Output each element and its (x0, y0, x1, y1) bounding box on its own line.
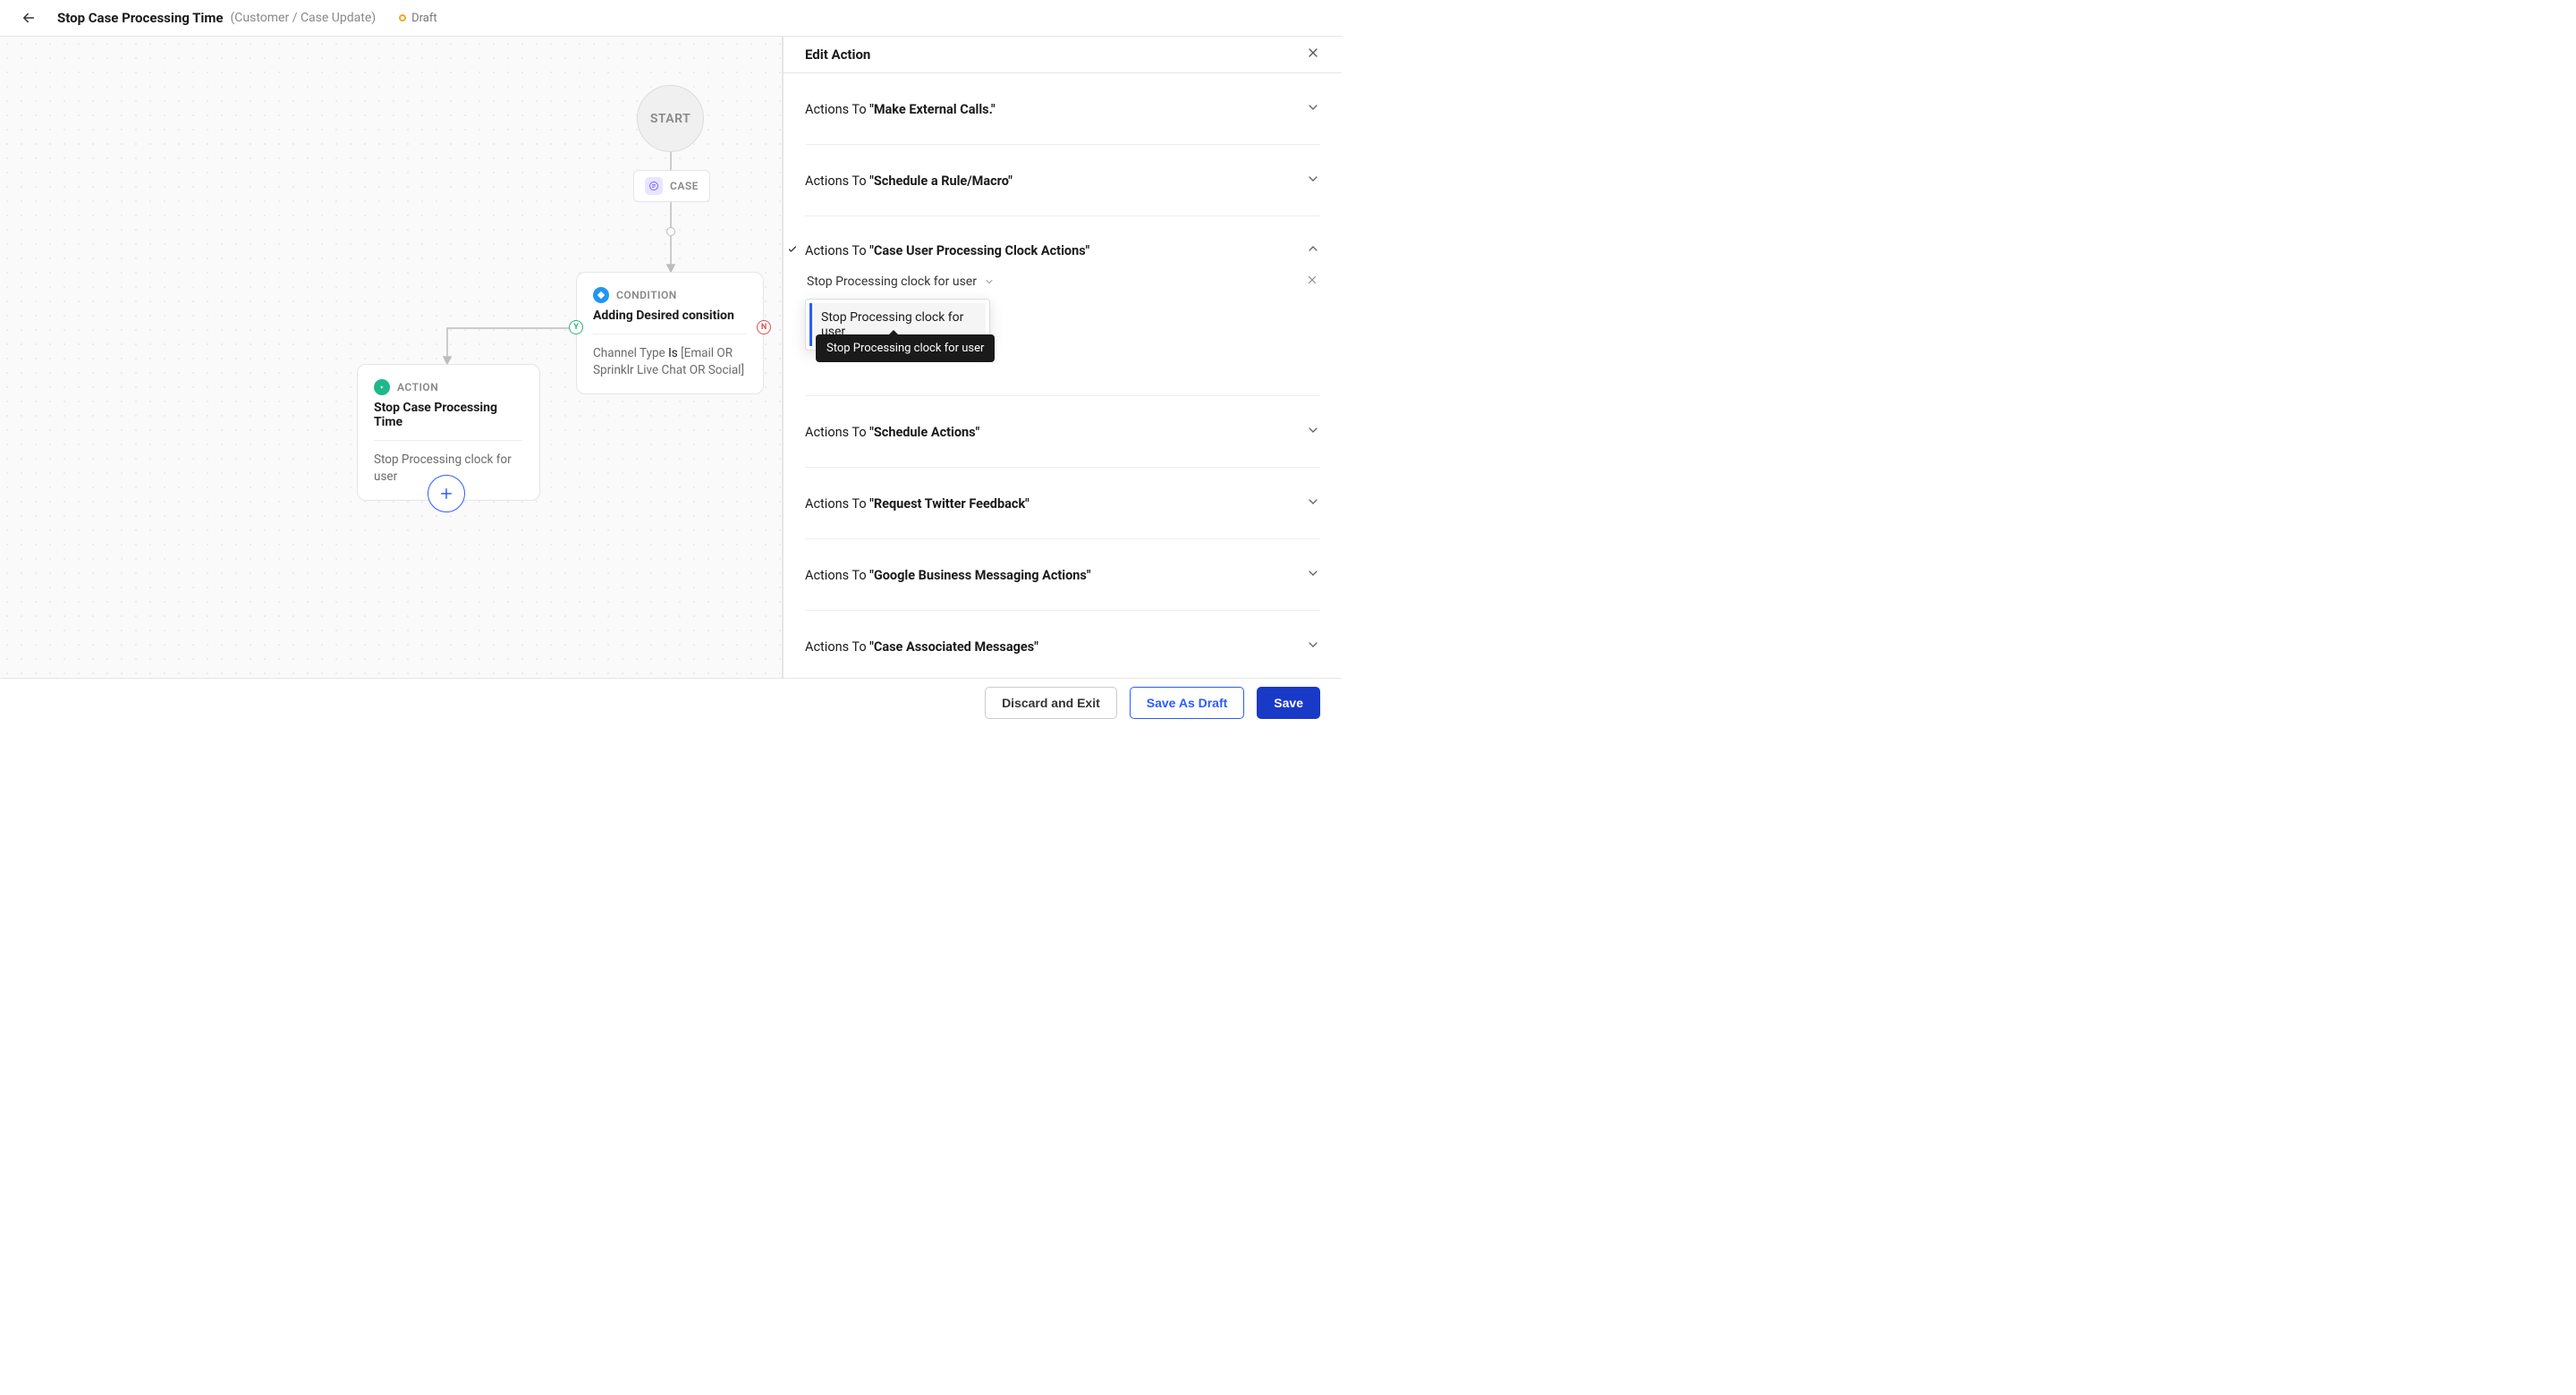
page-header: Stop Case Processing Time (Customer / Ca… (0, 0, 1342, 37)
footer: Discard and Exit Save As Draft Save (0, 678, 1342, 726)
accordion-item: Actions To "Request Twitter Feedback" (805, 468, 1320, 539)
case-label: CASE (670, 180, 699, 192)
condition-type-label: CONDITION (616, 289, 677, 301)
page-title: Stop Case Processing Time (57, 10, 224, 26)
accordion-header[interactable]: Actions To "Case User Processing Clock A… (805, 216, 1320, 270)
accordion-label: Actions To "Case User Processing Clock A… (805, 243, 1089, 258)
dropdown-value: Stop Processing clock for user (807, 275, 977, 289)
processing-clock-dropdown[interactable]: Stop Processing clock for user (805, 270, 1320, 293)
page-subtitle: (Customer / Case Update) (231, 11, 377, 25)
panel-title: Edit Action (805, 46, 870, 63)
chevron-down-icon (1306, 423, 1320, 441)
chevron-up-icon (1306, 241, 1320, 259)
accordion-label: Actions To "Request Twitter Feedback" (805, 496, 1030, 512)
case-icon (645, 177, 663, 195)
chevron-down-icon (1306, 638, 1320, 655)
discard-button[interactable]: Discard and Exit (985, 687, 1117, 719)
accordion-item-expanded: Actions To "Case User Processing Clock A… (805, 216, 1320, 396)
status-label: Draft (411, 12, 437, 25)
case-node[interactable]: CASE (633, 170, 710, 202)
divider (374, 440, 523, 441)
action-type-row: ACTION (374, 379, 523, 395)
accordion-label: Actions To "Schedule a Rule/Macro" (805, 173, 1013, 189)
chevron-down-icon (984, 276, 995, 287)
save-draft-button[interactable]: Save As Draft (1130, 687, 1245, 719)
check-icon (787, 243, 798, 258)
chevron-down-icon (1306, 495, 1320, 512)
status-dot-icon (399, 14, 406, 21)
chevron-down-icon (1306, 172, 1320, 190)
panel-header: Edit Action (784, 37, 1342, 73)
action-type-label: ACTION (397, 381, 438, 393)
arrow-left-icon (21, 10, 37, 26)
accordion-label: Actions To "Case Associated Messages" (805, 639, 1038, 655)
action-title: Stop Case Processing Time (374, 401, 523, 429)
panel-body[interactable]: Actions To "Make External Calls." Action… (784, 73, 1342, 678)
accordion-header[interactable]: Actions To "Schedule a Rule/Macro" (805, 145, 1320, 216)
condition-node[interactable]: CONDITION Adding Desired consition Chann… (576, 272, 764, 394)
condition-title: Adding Desired consition (593, 309, 747, 323)
no-badge: N (757, 320, 771, 334)
accordion-item: Actions To "Schedule Actions" (805, 396, 1320, 468)
close-panel-button[interactable] (1306, 46, 1320, 63)
accordion-item: Actions To "Make External Calls." (805, 73, 1320, 145)
yes-badge: Y (569, 320, 583, 334)
accordion-header[interactable]: Actions To "Google Business Messaging Ac… (805, 539, 1320, 610)
action-icon (374, 379, 390, 395)
close-icon (1306, 274, 1318, 286)
accordion-label: Actions To "Make External Calls." (805, 102, 996, 117)
flow-canvas[interactable]: START CASE CONDITION Adding Desired cons… (0, 37, 783, 678)
condition-type-row: CONDITION (593, 287, 747, 303)
accordion-content: Stop Processing clock for user Stop Proc… (805, 270, 1320, 395)
status-badge: Draft (399, 12, 437, 25)
start-node[interactable]: START (637, 85, 704, 152)
accordion-header[interactable]: Actions To "Request Twitter Feedback" (805, 468, 1320, 538)
chevron-down-icon (1306, 566, 1320, 584)
back-button[interactable] (18, 7, 39, 29)
accordion-label: Actions To "Schedule Actions" (805, 425, 979, 440)
plus-icon (438, 486, 454, 502)
title-area: Stop Case Processing Time (Customer / Ca… (57, 10, 437, 26)
accordion-item: Actions To "Google Business Messaging Ac… (805, 539, 1320, 611)
clear-button[interactable] (1306, 274, 1318, 290)
add-step-button[interactable] (428, 475, 465, 512)
chevron-down-icon (1306, 100, 1320, 118)
start-label: START (650, 112, 691, 126)
condition-icon (593, 287, 609, 303)
accordion-header[interactable]: Actions To "Schedule Actions" (805, 396, 1320, 467)
mid-connector-dot (666, 227, 675, 236)
save-button[interactable]: Save (1257, 687, 1320, 719)
accordion-header[interactable]: Actions To "Case Associated Messages" (805, 611, 1320, 678)
condition-body: Channel Type Is [Email OR Sprinklr Live … (593, 345, 747, 379)
accordion-header[interactable]: Actions To "Make External Calls." (805, 73, 1320, 144)
close-icon (1306, 46, 1320, 60)
accordion-label: Actions To "Google Business Messaging Ac… (805, 568, 1091, 583)
accordion-item: Actions To "Case Associated Messages" (805, 611, 1320, 678)
edit-action-panel: Edit Action Actions To "Make External Ca… (783, 37, 1342, 678)
dropdown-tooltip: Stop Processing clock for user (816, 334, 995, 362)
accordion-item: Actions To "Schedule a Rule/Macro" (805, 145, 1320, 216)
